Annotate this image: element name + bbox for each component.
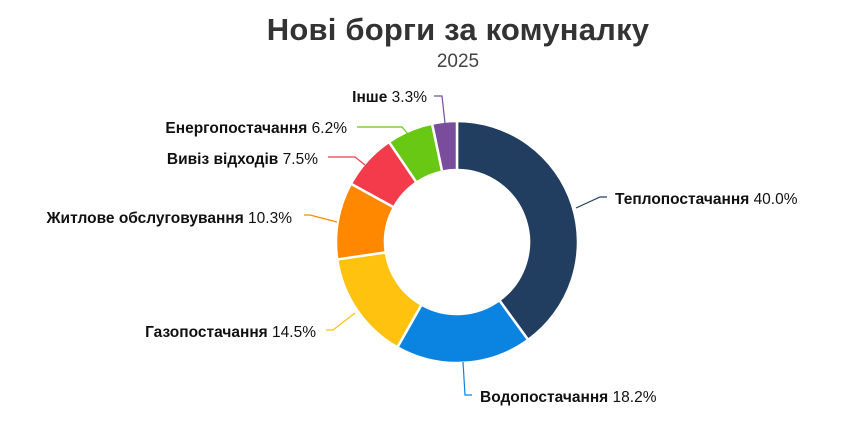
leader-line <box>304 214 338 223</box>
data-label: Житлове обслуговування 10.3% <box>46 210 293 227</box>
leader-line <box>434 95 446 124</box>
chart-subtitle: 2025 <box>436 51 480 72</box>
donut-slice-0[interactable] <box>455 119 580 342</box>
leader-line <box>462 361 472 396</box>
leader-line <box>328 156 366 166</box>
chart-title: Нові борги за комуналку <box>266 12 650 47</box>
data-label: Інше 3.3% <box>352 89 427 106</box>
leader-lines <box>304 95 607 396</box>
data-label: Енергопостачання 6.2% <box>165 120 347 137</box>
data-labels: Теплопостачання 40.0% Водопостачання 18.2… <box>46 89 798 406</box>
data-label: Водопостачання 18.2% <box>480 389 657 406</box>
data-label: Вивіз відходів 7.5% <box>167 151 318 168</box>
donut-slices <box>334 119 580 365</box>
leader-line <box>357 126 409 135</box>
donut-slice-6[interactable] <box>430 119 459 173</box>
data-label: Газопостачання 14.5% <box>145 324 316 341</box>
leader-line <box>575 196 607 209</box>
data-label: Теплопостачання 40.0% <box>615 191 798 208</box>
leader-line <box>326 312 356 331</box>
